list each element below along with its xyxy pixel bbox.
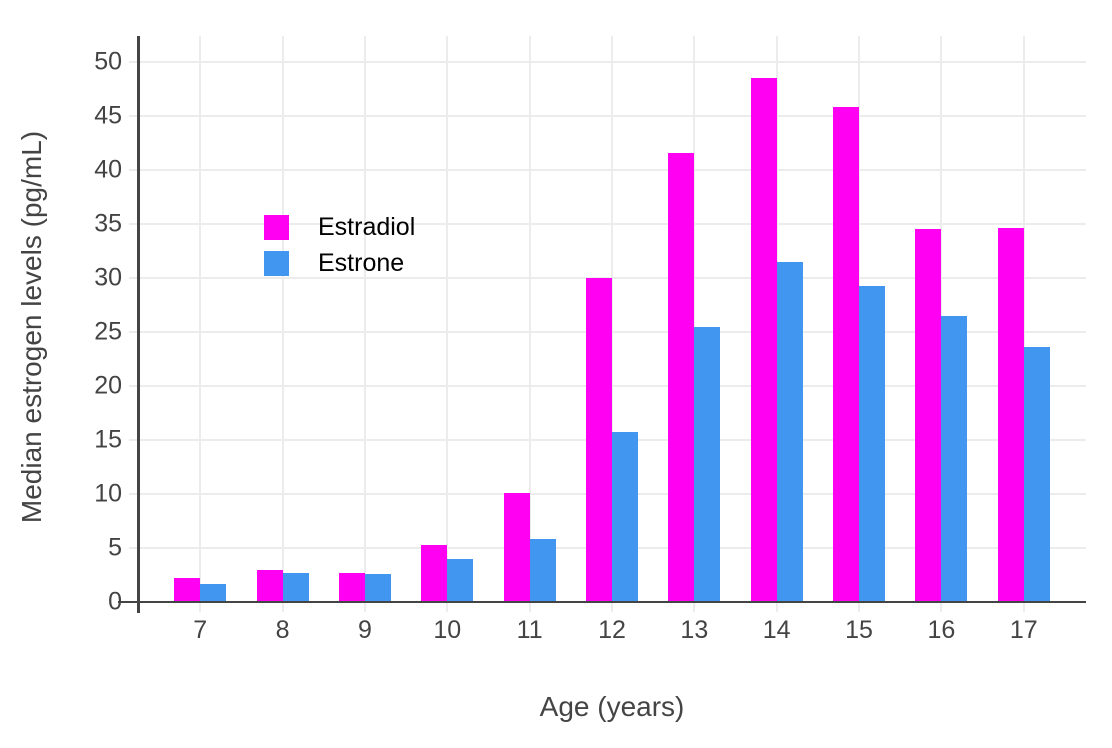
gridline-x-7 xyxy=(199,36,202,612)
bar-group-age-12 xyxy=(571,36,653,612)
y-tick-label-20: 20 xyxy=(94,371,122,400)
y-tick-label-30: 30 xyxy=(94,263,122,292)
estradiol-bar-age-10 xyxy=(421,544,448,602)
y-tick-label-50: 50 xyxy=(94,47,122,76)
estradiol-bar-age-14 xyxy=(750,78,777,602)
gridline-y-35 xyxy=(129,222,1086,225)
estrone-swatch xyxy=(264,251,289,276)
bar-group-age-16 xyxy=(900,36,982,612)
bar-group-age-15 xyxy=(818,36,900,612)
estradiol-bar-age-15 xyxy=(833,107,860,602)
x-axis-tick-labels: 7 8 9 10 11 12 13 14 15 16 17 xyxy=(159,615,1065,645)
estrone-bar-age-14 xyxy=(776,261,803,602)
gridline-x-10 xyxy=(446,36,449,612)
estradiol-bar-age-8 xyxy=(256,569,283,602)
gridline-y-50 xyxy=(129,60,1086,63)
y-tick-label-10: 10 xyxy=(94,479,122,508)
y-tick-label-5: 5 xyxy=(108,533,122,562)
x-tick-label-17: 17 xyxy=(1009,616,1038,644)
legend-label-estrone: Estrone xyxy=(318,249,405,277)
estradiol-swatch xyxy=(264,215,289,240)
estrone-bar-age-7 xyxy=(200,583,227,602)
x-tick-label-12: 12 xyxy=(598,616,626,644)
estrone-bar-age-8 xyxy=(282,572,309,602)
x-tick-label-16: 16 xyxy=(927,616,956,644)
estradiol-bar-age-17 xyxy=(997,228,1024,602)
x-axis-title: Age (years) xyxy=(539,691,685,722)
gridline-x-9 xyxy=(363,36,366,612)
estrone-bar-age-13 xyxy=(694,326,721,602)
estradiol-bar-age-16 xyxy=(915,229,942,602)
estrone-bar-age-15 xyxy=(859,285,886,602)
legend-item-estradiol[interactable]: Estradiol xyxy=(264,215,415,240)
bar-group-age-13 xyxy=(653,36,735,612)
estrone-bar-age-16 xyxy=(941,315,968,602)
x-tick-label-13: 13 xyxy=(680,616,709,644)
bar-group-age-9 xyxy=(324,36,406,612)
y-tick-label-45: 45 xyxy=(94,101,122,130)
gridline-x-8 xyxy=(281,36,284,612)
estrone-bar-age-11 xyxy=(529,539,556,602)
x-tick-label-7: 7 xyxy=(193,616,208,644)
y-tick-label-15: 15 xyxy=(94,425,122,454)
estrone-bar-age-12 xyxy=(611,432,638,602)
x-axis-line xyxy=(118,600,1086,603)
estradiol-bar-age-9 xyxy=(338,572,365,602)
legend-label-estradiol: Estradiol xyxy=(318,213,416,241)
bar-group-age-11 xyxy=(488,36,570,612)
legend: Estradiol Estrone xyxy=(264,215,415,276)
estradiol-bar-age-11 xyxy=(503,492,530,602)
gridline-y-45 xyxy=(129,114,1086,117)
y-axis-tick-labels: 0 5 10 15 20 25 30 35 40 45 50 xyxy=(0,36,122,614)
y-axis-line xyxy=(137,36,140,613)
x-tick-label-11: 11 xyxy=(516,616,543,644)
y-tick-label-35: 35 xyxy=(94,209,122,238)
estradiol-bar-age-12 xyxy=(585,277,612,602)
bar-group-age-8 xyxy=(241,36,323,612)
x-tick-label-15: 15 xyxy=(845,616,873,644)
bar-groups xyxy=(159,36,1065,612)
gridline-y-40 xyxy=(129,168,1086,171)
estrone-bar-age-9 xyxy=(364,573,391,602)
x-tick-label-10: 10 xyxy=(433,616,462,644)
legend-item-estrone[interactable]: Estrone xyxy=(264,251,415,276)
gridline-x-11 xyxy=(528,36,531,612)
x-tick-label-14: 14 xyxy=(762,616,791,644)
estradiol-bar-age-13 xyxy=(668,152,695,602)
bar-group-age-17 xyxy=(983,36,1065,612)
plot-area: Estradiol Estrone xyxy=(118,36,1086,613)
y-tick-label-0: 0 xyxy=(108,587,122,616)
bar-group-age-10 xyxy=(406,36,488,612)
estrone-bar-age-17 xyxy=(1023,347,1050,602)
y-tick-label-25: 25 xyxy=(94,317,122,346)
estrone-bar-age-10 xyxy=(447,558,474,602)
bar-group-age-7 xyxy=(159,36,241,612)
x-tick-label-9: 9 xyxy=(357,616,372,644)
y-tick-label-40: 40 xyxy=(94,155,122,184)
bar-group-age-14 xyxy=(736,36,818,612)
x-tick-label-8: 8 xyxy=(275,616,290,644)
estradiol-bar-age-7 xyxy=(174,578,201,602)
